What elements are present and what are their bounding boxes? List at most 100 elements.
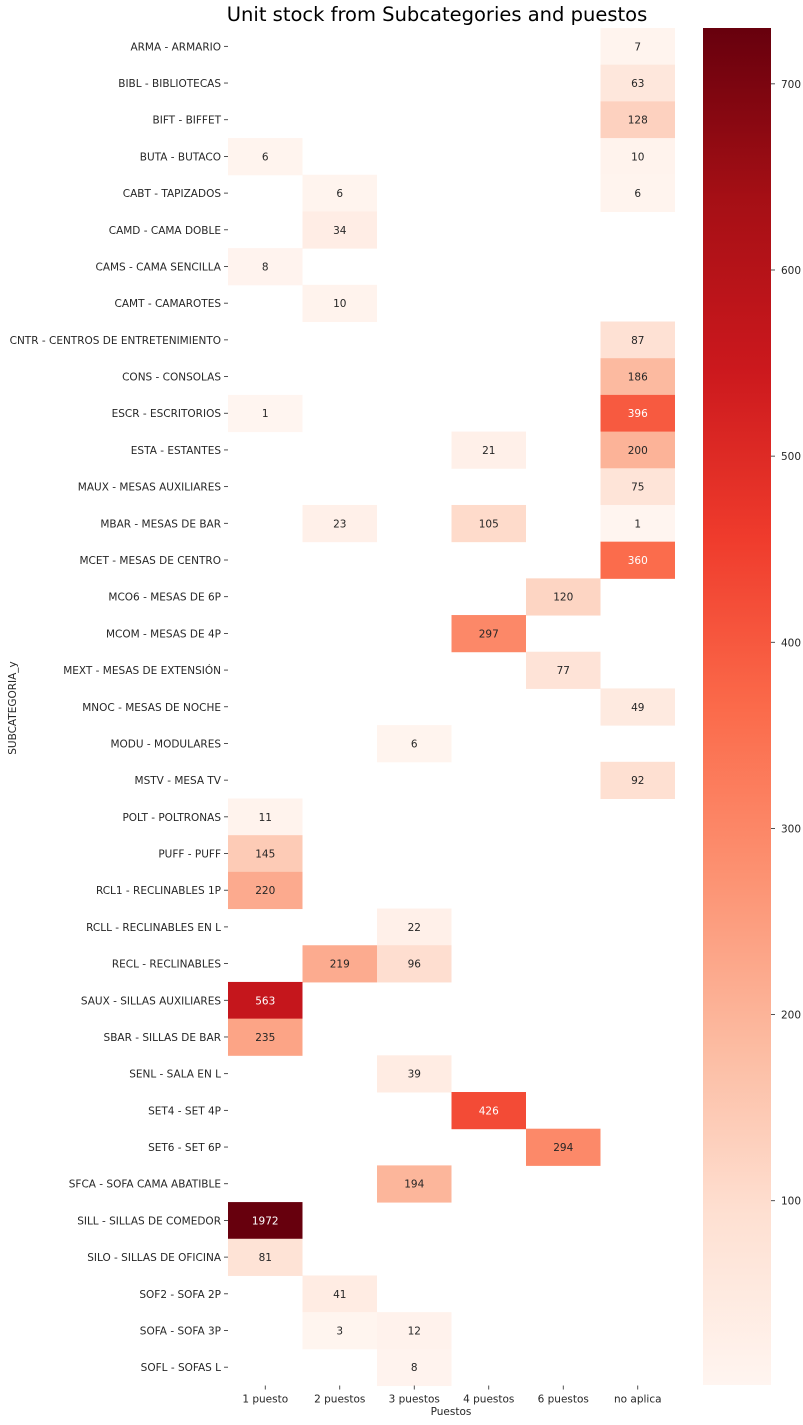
y-tick-label: SILL - SILLAS DE COMEDOR: [77, 1215, 221, 1227]
y-tick-label: BIFT - BIFFET: [153, 115, 222, 127]
x-tick-label: 6 puestos: [538, 1394, 589, 1406]
cell-value-label: 360: [628, 555, 648, 567]
heatmap-cell: [600, 761, 675, 799]
heatmap-cell: [228, 981, 303, 1020]
heatmap-cell: [228, 1238, 303, 1276]
cell-value-label: 396: [628, 408, 648, 420]
heatmap-cell: [451, 615, 526, 653]
x-tick-label: 3 puestos: [389, 1394, 440, 1406]
colorbar-tick-label: 500: [781, 451, 801, 463]
y-tick-label: CONS - CONSOLAS: [122, 372, 221, 384]
y-tick-label: MEXT - MESAS DE EXTENSIÓN: [63, 664, 221, 677]
heatmap-cell: [302, 1275, 377, 1313]
y-tick-label: PUFF - PUFF: [158, 849, 221, 861]
cell-value-label: 63: [631, 78, 644, 90]
y-tick-label: SET6 - SET 6P: [148, 1142, 221, 1154]
cell-value-label: 128: [628, 115, 648, 127]
y-tick-label: CAMS - CAMA SENCILLA: [95, 261, 221, 273]
heatmap-cell: [302, 211, 377, 249]
heatmap-cell: [451, 1092, 526, 1130]
cell-value-label: 87: [631, 335, 644, 347]
cell-value-label: 297: [479, 628, 499, 640]
x-tick-label: 2 puestos: [314, 1394, 365, 1406]
cell-value-label: 10: [631, 151, 644, 163]
heatmap-cell: [377, 1055, 452, 1093]
heatmap-cell: [377, 725, 452, 763]
heatmap-cell: [600, 468, 675, 506]
y-tick-label: SAUX - SILLAS AUXILIARES: [81, 995, 221, 1007]
x-tick-label: no aplica: [614, 1394, 662, 1406]
chart-title: Unit stock from Subcategories and puesto…: [227, 3, 647, 26]
cell-value-label: 81: [259, 1252, 272, 1264]
heatmap-cell: [377, 908, 452, 946]
cell-value-label: 34: [333, 225, 347, 237]
cell-value-label: 145: [255, 849, 275, 861]
heatmap-cell: [600, 28, 675, 66]
colorbar-tick-label: 600: [781, 265, 801, 277]
heatmap-cell: [600, 541, 675, 579]
cell-value-label: 219: [330, 959, 350, 971]
cell-value-label: 11: [259, 812, 272, 824]
cell-value-label: 1: [262, 408, 269, 420]
heatmap-cell: [228, 1202, 303, 1240]
colorbar-tick-label: 100: [781, 1196, 801, 1208]
y-tick-label: SFCA - SOFA CAMA ABATIBLE: [69, 1179, 221, 1191]
y-tick-label: ESTA - ESTANTES: [131, 445, 222, 457]
cell-value-label: 23: [333, 518, 346, 530]
heatmap-cell: [228, 871, 303, 910]
heatmap-cell: [526, 578, 601, 616]
y-tick-label: CAMD - CAMA DOBLE: [109, 225, 221, 237]
y-tick-label: RCLL - RECLINABLES EN L: [86, 922, 221, 934]
cell-value-label: 49: [631, 702, 644, 714]
cell-value-label: 8: [262, 261, 269, 273]
heatmap-cell: [600, 394, 675, 433]
heatmap-cell: [600, 321, 675, 359]
heatmap-cell: [302, 504, 377, 543]
y-tick-label: MSTV - MESA TV: [135, 775, 222, 787]
heatmap-cell: [600, 138, 675, 176]
cell-value-label: 220: [255, 885, 275, 897]
heatmap-cell: [302, 1312, 377, 1350]
heatmap-cell: [302, 284, 377, 323]
cell-value-label: 200: [628, 445, 648, 457]
x-axis-label: Puestos: [431, 1406, 472, 1418]
x-tick-label: 1 puesto: [242, 1394, 288, 1406]
cell-value-label: 1: [634, 518, 641, 530]
heatmap-cell: [526, 651, 601, 689]
cell-value-label: 3: [336, 1325, 343, 1337]
y-tick-label: MCET - MESAS DE CENTRO: [80, 555, 222, 567]
colorbar: [703, 28, 771, 1385]
cell-value-label: 22: [408, 922, 421, 934]
heatmap-cell: [228, 248, 303, 286]
heatmap-cell: [600, 504, 675, 543]
heatmap-cell: [377, 1165, 452, 1203]
y-tick-label: ARMA - ARMARIO: [130, 41, 221, 53]
y-tick-label: MNOC - MESAS DE NOCHE: [82, 702, 221, 714]
heatmap-cell: [600, 431, 675, 469]
colorbar-tick-label: 700: [781, 79, 801, 91]
cell-value-label: 105: [479, 518, 499, 530]
heatmap-cell: [600, 688, 675, 726]
cell-value-label: 7: [634, 41, 641, 53]
y-tick-label: MCOM - MESAS DE 4P: [106, 628, 221, 640]
heatmap-cell: [228, 138, 303, 176]
cell-value-label: 96: [408, 959, 422, 971]
cell-value-label: 6: [634, 188, 641, 200]
heatmap-cell: [451, 431, 526, 469]
cell-value-label: 235: [255, 1032, 275, 1044]
cell-value-label: 563: [255, 995, 275, 1007]
heatmap-cell: [377, 1312, 452, 1350]
y-tick-label: MBAR - MESAS DE BAR: [100, 518, 221, 530]
y-tick-label: SBAR - SILLAS DE BAR: [104, 1032, 221, 1044]
heatmap-cell: [228, 394, 303, 433]
cell-value-label: 75: [631, 482, 644, 494]
colorbar-tick-label: 400: [781, 637, 801, 649]
y-tick-label: CABT - TAPIZADOS: [123, 188, 222, 200]
y-tick-label: SOFA - SOFA 3P: [140, 1325, 221, 1337]
heatmap-cell: [228, 1018, 303, 1056]
heatmap-cell: [451, 504, 526, 543]
cell-value-label: 92: [631, 775, 644, 787]
heatmap-cell: [302, 945, 377, 983]
heatmap-cell: [600, 101, 675, 139]
